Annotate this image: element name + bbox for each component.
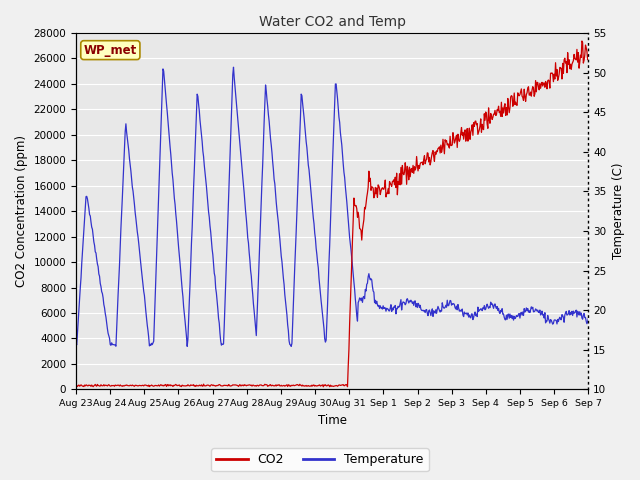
X-axis label: Time: Time <box>317 414 347 427</box>
Y-axis label: Temperature (C): Temperature (C) <box>612 163 625 259</box>
Y-axis label: CO2 Concentration (ppm): CO2 Concentration (ppm) <box>15 135 28 287</box>
Text: WP_met: WP_met <box>84 44 137 57</box>
Title: Water CO2 and Temp: Water CO2 and Temp <box>259 15 406 29</box>
Legend: CO2, Temperature: CO2, Temperature <box>211 448 429 471</box>
